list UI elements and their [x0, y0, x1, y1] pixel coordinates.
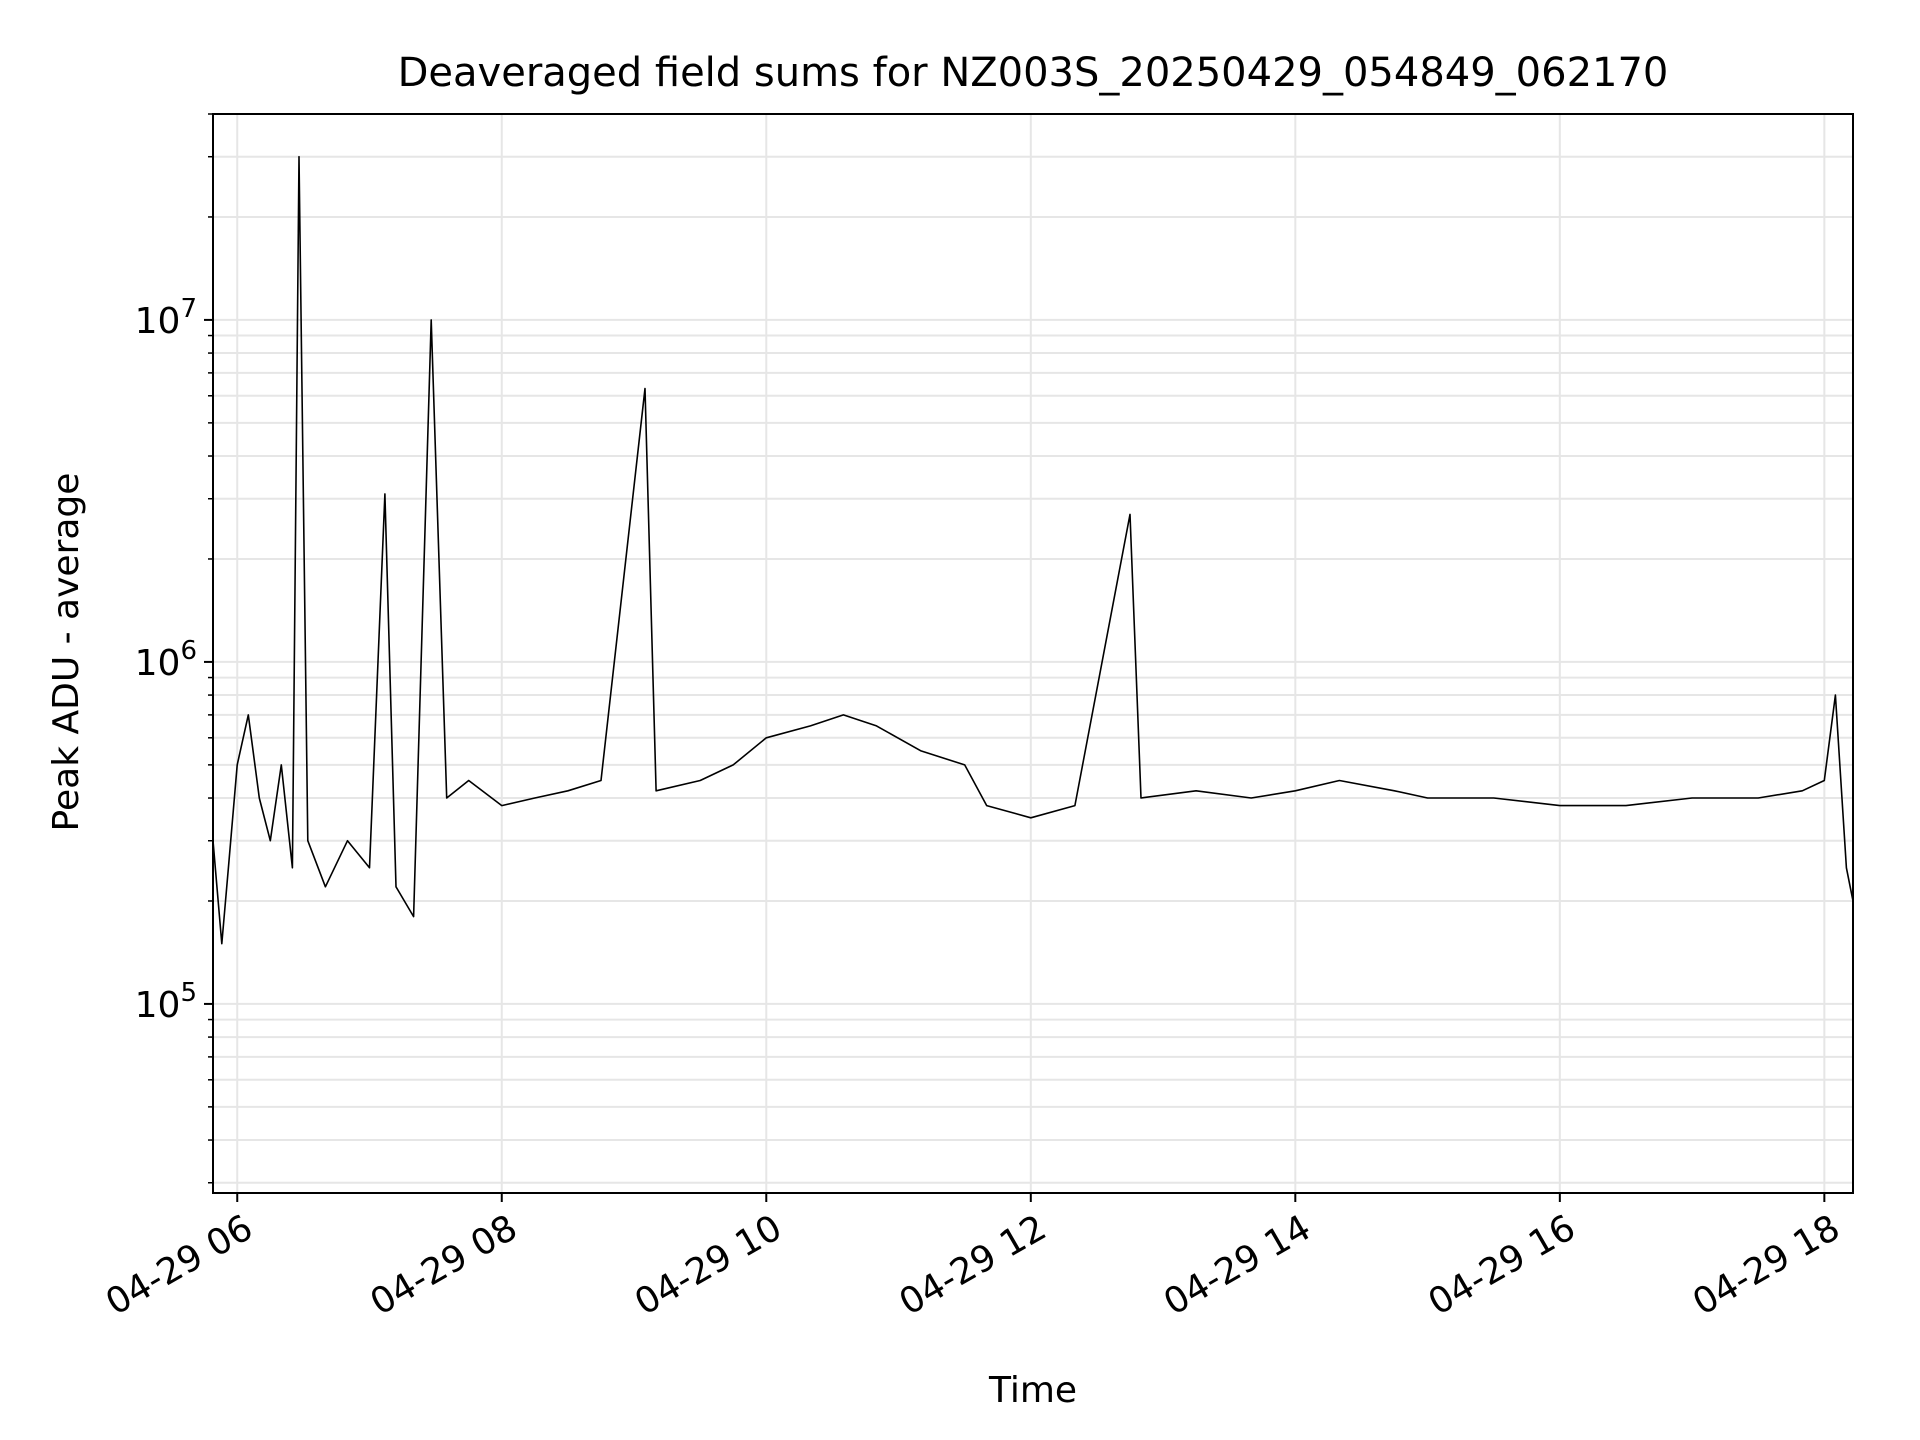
y-axis-label: Peak ADU - average: [46, 473, 87, 832]
series-line-group: [212, 155, 1854, 945]
plot-frame: [212, 113, 1854, 1194]
y-tick-label: 106: [135, 636, 197, 684]
series-line: [212, 155, 1854, 945]
chart-title: Deaveraged field sums for NZ003S_2025042…: [398, 50, 1669, 96]
y-tick-label: 105: [135, 978, 197, 1026]
y-tick-label: 107: [135, 294, 197, 342]
grid: [213, 113, 1853, 1193]
y-axis-ticks: 105 106 107: [135, 113, 213, 1184]
x-axis-label: Time: [988, 1370, 1077, 1411]
